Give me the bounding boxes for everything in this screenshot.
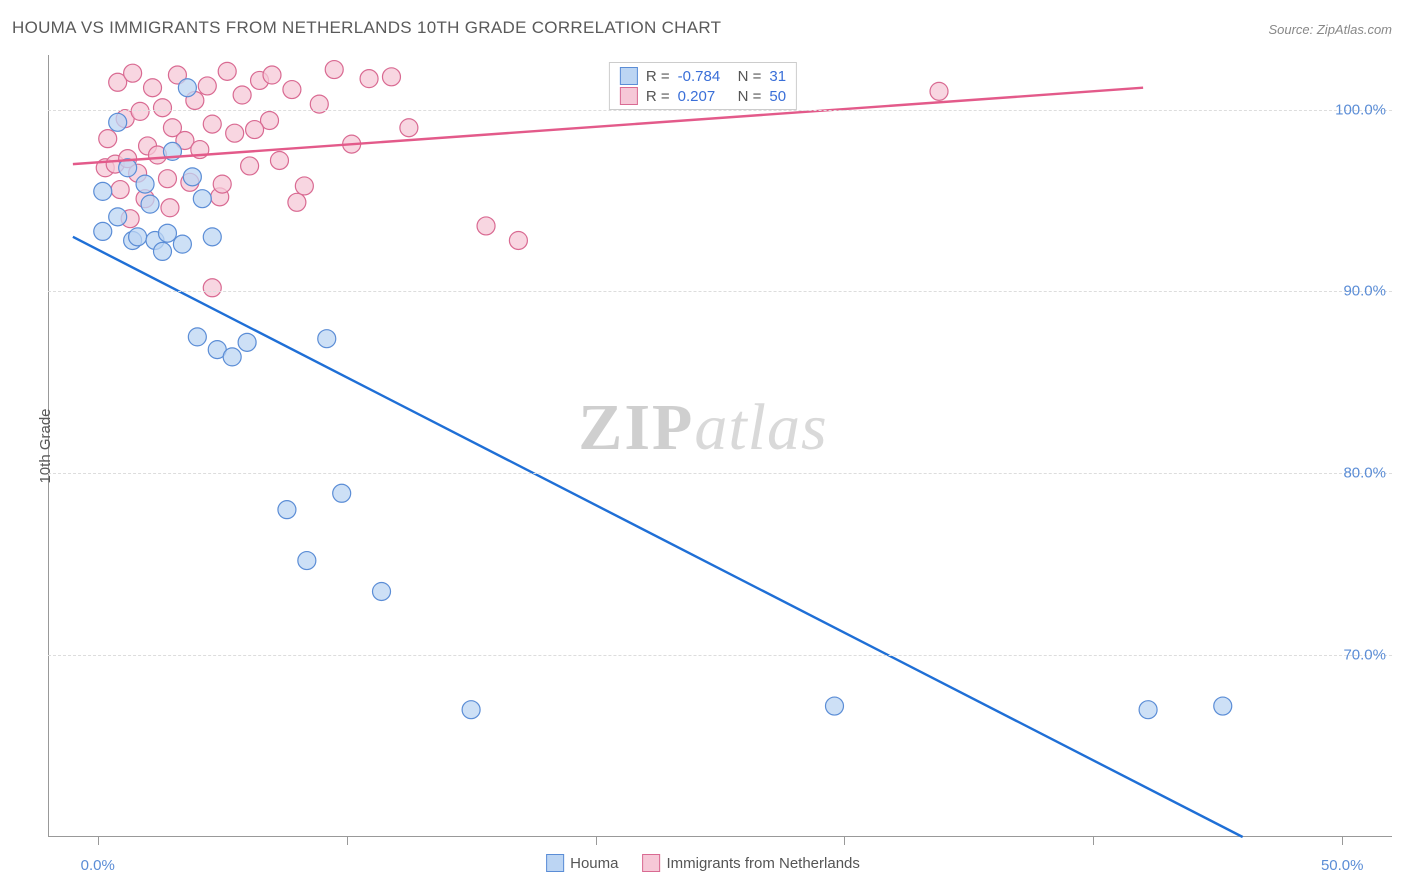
data-point xyxy=(203,279,221,297)
data-point xyxy=(462,701,480,719)
r-label: R = xyxy=(646,88,670,105)
y-tick-label: 100.0% xyxy=(1335,101,1386,118)
data-point xyxy=(213,175,231,193)
data-point xyxy=(373,582,391,600)
data-point xyxy=(198,77,216,95)
swatch-netherlands xyxy=(620,87,638,105)
data-point xyxy=(400,119,418,137)
data-point xyxy=(218,62,236,80)
swatch-houma xyxy=(546,854,564,872)
legend-row-houma: R = -0.784 N = 31 xyxy=(620,67,786,85)
swatch-netherlands xyxy=(642,854,660,872)
n-value-houma: 31 xyxy=(769,68,786,85)
series-legend: Houma Immigrants from Netherlands xyxy=(546,854,860,872)
data-point xyxy=(188,328,206,346)
data-point xyxy=(295,177,313,195)
x-tick-mark xyxy=(98,837,99,845)
r-value-houma: -0.784 xyxy=(678,68,730,85)
data-point xyxy=(158,224,176,242)
data-point xyxy=(136,175,154,193)
y-axis-label: 10th Grade xyxy=(37,408,54,483)
chart-canvas xyxy=(48,55,1392,837)
data-point xyxy=(477,217,495,235)
data-point xyxy=(1139,701,1157,719)
data-point xyxy=(111,181,129,199)
data-point xyxy=(193,190,211,208)
data-point xyxy=(509,231,527,249)
data-point xyxy=(144,79,162,97)
x-tick-mark xyxy=(1342,837,1343,845)
x-tick-mark xyxy=(596,837,597,845)
x-tick-mark xyxy=(347,837,348,845)
gridline xyxy=(48,291,1392,292)
data-point xyxy=(153,99,171,117)
data-point xyxy=(1214,697,1232,715)
y-tick-label: 70.0% xyxy=(1343,647,1386,664)
legend-item-netherlands: Immigrants from Netherlands xyxy=(642,854,859,872)
data-point xyxy=(278,501,296,519)
legend-item-houma: Houma xyxy=(546,854,618,872)
x-tick-mark xyxy=(1093,837,1094,845)
data-point xyxy=(360,70,378,88)
data-point xyxy=(109,113,127,131)
data-point xyxy=(223,348,241,366)
n-label: N = xyxy=(738,88,762,105)
y-tick-label: 90.0% xyxy=(1343,283,1386,300)
data-point xyxy=(109,208,127,226)
data-point xyxy=(124,64,142,82)
data-point xyxy=(318,330,336,348)
data-point xyxy=(382,68,400,86)
data-point xyxy=(94,222,112,240)
swatch-houma xyxy=(620,67,638,85)
data-point xyxy=(131,102,149,120)
x-tick-label: 0.0% xyxy=(81,857,115,874)
data-point xyxy=(233,86,251,104)
data-point xyxy=(129,228,147,246)
data-point xyxy=(333,484,351,502)
data-point xyxy=(94,182,112,200)
data-point xyxy=(226,124,244,142)
x-tick-mark xyxy=(844,837,845,845)
y-tick-label: 80.0% xyxy=(1343,465,1386,482)
data-point xyxy=(153,242,171,260)
gridline xyxy=(48,473,1392,474)
data-point xyxy=(203,115,221,133)
data-point xyxy=(158,170,176,188)
data-point xyxy=(238,333,256,351)
data-point xyxy=(183,168,201,186)
legend-row-netherlands: R = 0.207 N = 50 xyxy=(620,87,786,105)
data-point xyxy=(246,121,264,139)
data-point xyxy=(283,81,301,99)
legend-label-netherlands: Immigrants from Netherlands xyxy=(666,855,859,872)
data-point xyxy=(203,228,221,246)
legend-label-houma: Houma xyxy=(570,855,618,872)
data-point xyxy=(178,79,196,97)
correlation-legend: R = -0.784 N = 31 R = 0.207 N = 50 xyxy=(609,62,797,110)
data-point xyxy=(288,193,306,211)
x-tick-label: 50.0% xyxy=(1321,857,1364,874)
data-point xyxy=(173,235,191,253)
data-point xyxy=(930,82,948,100)
source-attribution: Source: ZipAtlas.com xyxy=(1268,22,1392,37)
n-value-netherlands: 50 xyxy=(769,88,786,105)
data-point xyxy=(161,199,179,217)
data-point xyxy=(270,151,288,169)
data-point xyxy=(325,61,343,79)
trend-line xyxy=(73,237,1243,837)
data-point xyxy=(825,697,843,715)
data-point xyxy=(263,66,281,84)
data-point xyxy=(99,130,117,148)
r-label: R = xyxy=(646,68,670,85)
gridline xyxy=(48,655,1392,656)
r-value-netherlands: 0.207 xyxy=(678,88,730,105)
gridline xyxy=(48,110,1392,111)
data-point xyxy=(241,157,259,175)
data-point xyxy=(298,552,316,570)
data-point xyxy=(141,195,159,213)
n-label: N = xyxy=(738,68,762,85)
chart-title: HOUMA VS IMMIGRANTS FROM NETHERLANDS 10T… xyxy=(12,18,721,38)
